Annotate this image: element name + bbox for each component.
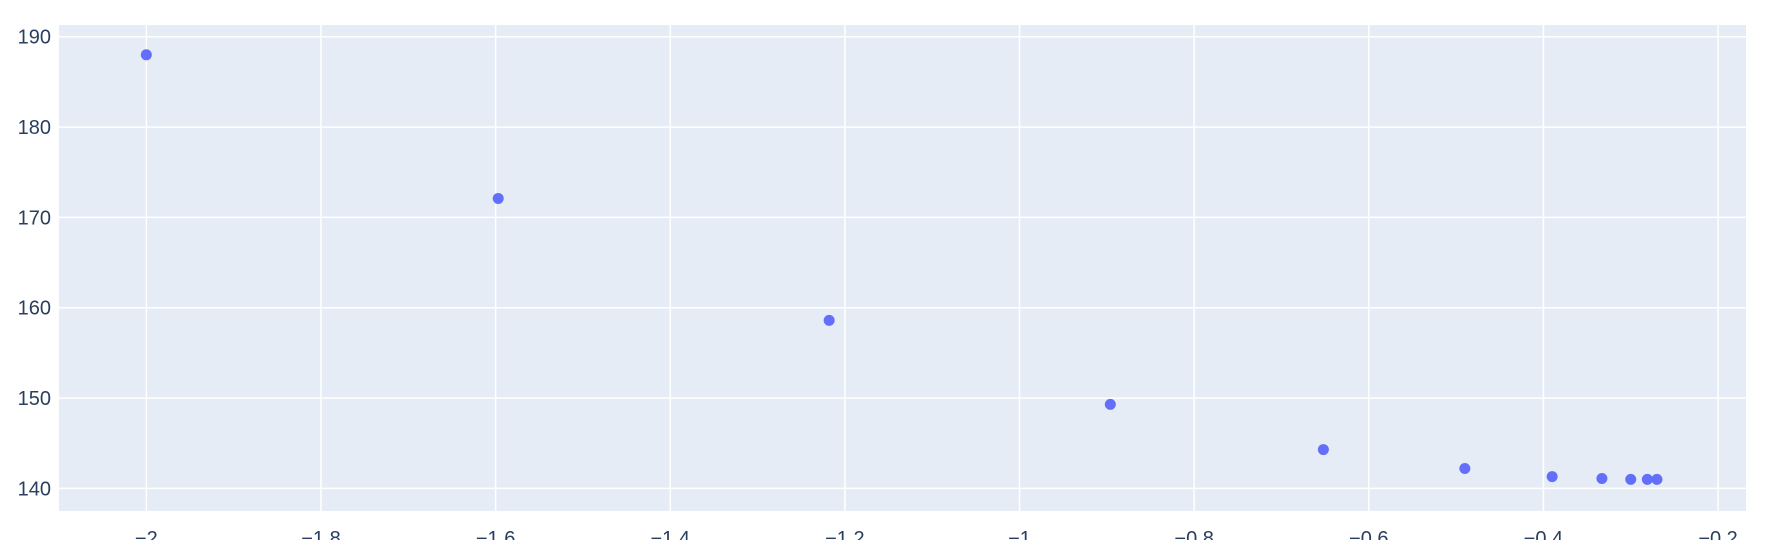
data-point bbox=[492, 192, 504, 204]
y-tick-label: 150 bbox=[18, 388, 51, 410]
data-point bbox=[1104, 398, 1116, 410]
data-points bbox=[140, 49, 1663, 485]
x-tick-label: −1.2 bbox=[825, 528, 864, 540]
y-gridlines bbox=[59, 35, 1746, 490]
x-gridlines bbox=[145, 25, 1719, 511]
x-tick-label: −0.8 bbox=[1174, 528, 1213, 540]
data-point bbox=[1546, 471, 1558, 483]
data-point bbox=[1651, 473, 1663, 485]
y-tick-label: 170 bbox=[18, 207, 51, 229]
x-tick-labels: −2 −1.8 −1.6 −1.4 −1.2 −1 −0.8 −0.6 −0.4 −0.2 bbox=[135, 528, 1738, 540]
x-tick-label: −1 bbox=[1008, 528, 1031, 540]
y-tick-label: 160 bbox=[18, 298, 51, 320]
plot-area bbox=[59, 25, 1746, 511]
y-tick-labels: 140 150 160 170 180 190 bbox=[18, 27, 51, 501]
data-point bbox=[1459, 463, 1471, 475]
data-point bbox=[1641, 473, 1653, 485]
data-point bbox=[1625, 473, 1637, 485]
x-tick-label: −1.6 bbox=[476, 528, 515, 540]
data-point bbox=[1596, 472, 1608, 484]
x-tick-label: −1.8 bbox=[301, 528, 340, 540]
y-tick-label: 190 bbox=[18, 27, 51, 49]
y-tick-label: 140 bbox=[18, 478, 51, 500]
x-tick-label: −2 bbox=[135, 528, 158, 540]
data-point bbox=[1317, 444, 1329, 456]
x-tick-label: −1.4 bbox=[650, 528, 689, 540]
y-tick-label: 180 bbox=[18, 117, 51, 139]
x-tick-label: −0.4 bbox=[1524, 528, 1563, 540]
data-point bbox=[140, 49, 152, 61]
x-tick-label: −0.6 bbox=[1349, 528, 1388, 540]
x-tick-label: −0.2 bbox=[1698, 528, 1737, 540]
data-point bbox=[823, 314, 835, 326]
